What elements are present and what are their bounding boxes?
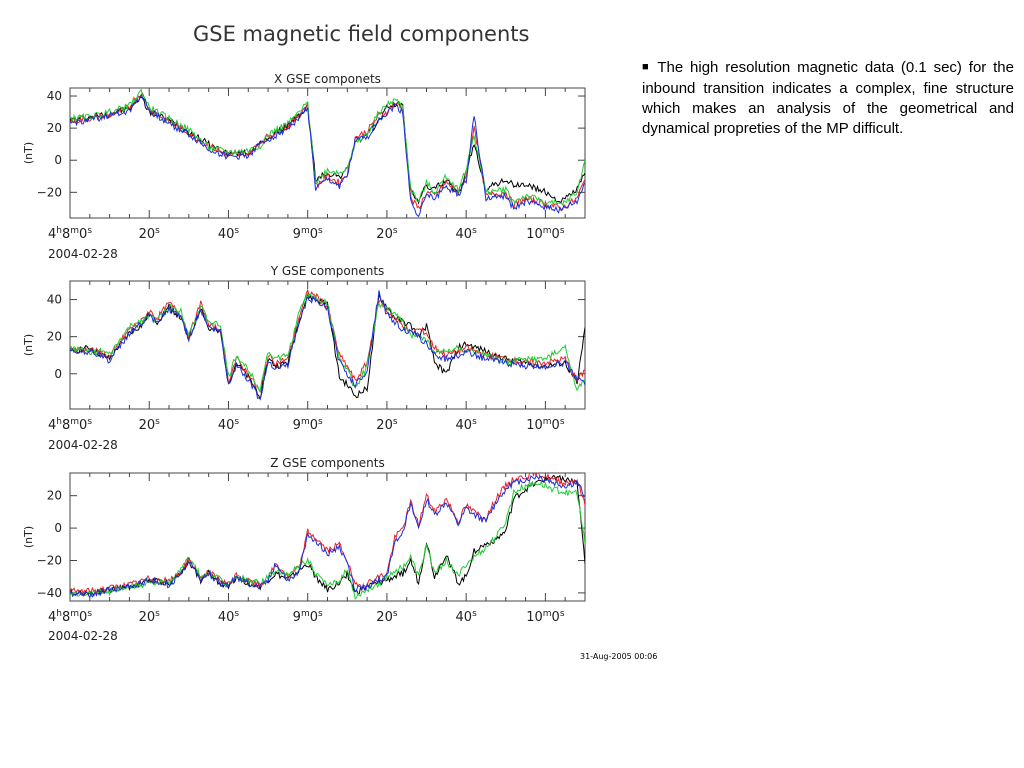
x-tick-label: 20s bbox=[139, 609, 161, 625]
x-tick-label: 9m0s bbox=[293, 226, 323, 242]
x-tick-label: 20s bbox=[139, 226, 161, 242]
x-tick-label: 9m0s bbox=[293, 417, 323, 433]
x-tick-label: 40s bbox=[456, 609, 478, 625]
panel-title: Z GSE components bbox=[270, 456, 385, 470]
x-tick-label: 10m0s bbox=[526, 609, 565, 625]
x-tick-label: 40s bbox=[456, 417, 478, 433]
x-tick-label: 40s bbox=[218, 609, 240, 625]
plot-frame bbox=[69, 280, 586, 410]
y-tick-label: 20 bbox=[47, 330, 62, 344]
x-tick-label: 20s bbox=[376, 417, 398, 433]
series-line bbox=[70, 292, 585, 401]
x-tick-label: 20s bbox=[376, 226, 398, 242]
series-line bbox=[70, 96, 585, 205]
y-tick-label: 20 bbox=[47, 489, 62, 503]
y-tick-label: −20 bbox=[37, 553, 62, 567]
z-gse-panel: Z GSE components 20 0 −20 −40 (nT) 4h8m0s 20s 40… bbox=[22, 456, 586, 643]
series-line bbox=[70, 92, 585, 212]
square-bullet-icon: ■ bbox=[642, 61, 652, 73]
date-label: 2004-02-28 bbox=[48, 629, 118, 643]
date-label: 2004-02-28 bbox=[48, 247, 118, 261]
x-tick-label: 20s bbox=[376, 609, 398, 625]
x-tick-label: 10m0s bbox=[526, 226, 565, 242]
x-tick-label: 9m0s bbox=[293, 609, 323, 625]
y-tick-label: 40 bbox=[47, 89, 62, 103]
chart-main-title: GSE magnetic field components bbox=[193, 22, 530, 46]
y-tick-label: 0 bbox=[54, 521, 62, 535]
y-tick-label: 40 bbox=[47, 293, 62, 307]
x-tick-label: 40s bbox=[456, 226, 478, 242]
series-line bbox=[70, 474, 585, 597]
x-tick-label: 20s bbox=[139, 417, 161, 433]
y-axis-label: (nT) bbox=[22, 526, 35, 548]
y-gse-panel: Y GSE components 40 20 0 (nT) 4h8m0s 20s 40s 9m0… bbox=[22, 264, 586, 452]
x-gse-panel: X GSE componets 40 20 0 −20 (nT) 4h8m0s 20s 40s 9… bbox=[22, 72, 586, 261]
description-bullet: ■ The high resolution magnetic data (0.1 … bbox=[642, 58, 1014, 139]
y-tick-label: −20 bbox=[37, 185, 62, 199]
y-axis-label: (nT) bbox=[22, 142, 35, 164]
y-tick-label: 20 bbox=[47, 121, 62, 135]
series-line bbox=[70, 480, 585, 600]
y-tick-label: 0 bbox=[54, 367, 62, 381]
y-axis-label: (nT) bbox=[22, 334, 35, 356]
x-tick-label: 40s bbox=[218, 226, 240, 242]
series-line bbox=[70, 93, 585, 218]
panel-title: Y GSE components bbox=[270, 264, 385, 278]
y-tick-label: 0 bbox=[54, 153, 62, 167]
date-label: 2004-02-28 bbox=[48, 438, 118, 452]
series-line bbox=[70, 290, 585, 400]
x-tick-label: 4h8m0s bbox=[48, 226, 92, 242]
description-text: The high resolution magnetic data (0.1 s… bbox=[642, 59, 1014, 137]
panel-title: X GSE componets bbox=[274, 72, 381, 86]
x-tick-label: 4h8m0s bbox=[48, 417, 92, 433]
series-line bbox=[70, 88, 585, 207]
x-tick-label: 40s bbox=[218, 417, 240, 433]
x-tick-label: 4h8m0s bbox=[48, 609, 92, 625]
series-line bbox=[70, 475, 585, 599]
y-tick-label: −40 bbox=[37, 586, 62, 600]
x-tick-label: 10m0s bbox=[526, 417, 565, 433]
footer-timestamp: 31-Aug-2005 00:06 bbox=[580, 652, 658, 661]
